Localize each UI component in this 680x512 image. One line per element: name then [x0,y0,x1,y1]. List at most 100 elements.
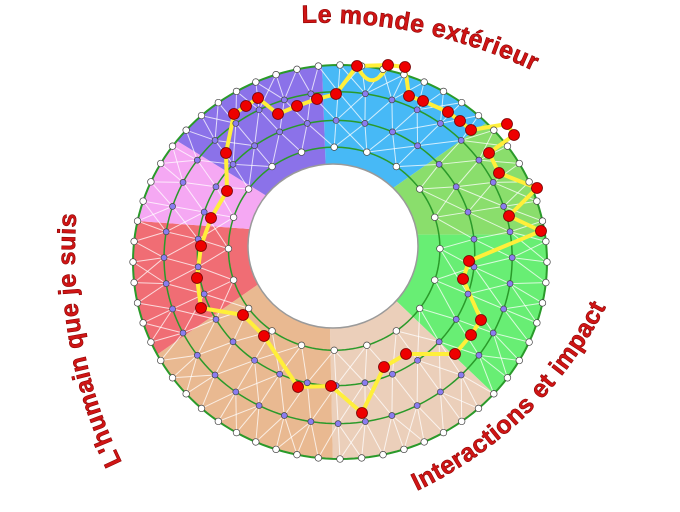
white-node [139,319,147,327]
red-node [205,212,217,224]
purple-node [169,305,176,313]
spoke-line [492,332,508,378]
spoke-line [473,257,513,268]
red-node [400,348,412,360]
spoke-line [493,332,530,343]
spoke-line [503,308,538,324]
red-node [221,185,233,197]
white-node [515,159,523,168]
purple-node [255,402,263,409]
spoke-line [301,123,308,153]
white-node [133,217,142,225]
spoke-line [201,374,216,409]
red-node [272,108,284,120]
white-node [293,65,301,73]
purple-node [361,418,369,425]
spoke-line [395,145,418,167]
purple-node [232,120,240,127]
purple-node [179,329,187,337]
spoke-line [473,266,511,285]
red-node [465,124,477,136]
red-node [311,93,323,105]
spoke-line [403,405,418,450]
spoke-line [473,238,513,259]
spoke-line [235,360,255,393]
purple-node [211,136,219,144]
spoke-line [258,74,277,111]
spoke-layer [132,64,548,460]
purple-node [212,183,220,191]
spoke-line [235,373,280,393]
spoke-line [339,64,366,95]
white-node [431,213,439,221]
red-node [228,108,240,120]
spoke-line [160,159,198,164]
spoke-line [492,163,520,183]
spoke-line [132,261,167,285]
spoke-line [434,279,457,320]
red-node [454,115,466,127]
inner-hole [247,163,419,329]
red-node [493,167,505,179]
purple-node [229,160,237,168]
white-node [515,356,523,365]
spoke-line [310,65,319,94]
white-node [542,237,550,246]
white-node [474,404,483,413]
spoke-line [392,109,418,133]
white-node [268,162,276,171]
spoke-line [279,131,302,153]
spoke-line [197,266,234,281]
spoke-line [382,69,393,100]
white-node [272,445,280,454]
purple-node [179,178,187,186]
spoke-line [396,330,440,343]
spoke-line [235,123,255,147]
spoke-line [461,129,494,141]
purple-node [255,106,263,114]
red-node [399,61,411,73]
spoke-line [337,64,341,92]
spoke-line [185,130,198,161]
spoke-line [510,282,546,285]
spoke-line [172,146,184,183]
white-node [525,338,533,346]
spoke-line [142,200,167,233]
white-node [197,111,206,120]
label-human-self: L'humain que je suis [53,212,128,472]
spoke-line [467,205,504,213]
spoke-line [438,341,462,376]
red-node [403,90,415,102]
spoke-line [166,231,199,240]
spoke-line [218,405,260,422]
white-node [436,245,444,253]
spoke-line [419,308,440,343]
purple-node [489,178,497,186]
red-node [501,118,513,130]
purple-node [211,371,219,379]
purple-node [200,290,208,298]
spoke-line [143,200,173,207]
purple-node [464,208,472,216]
purple-node [251,356,258,364]
white-node [268,327,276,335]
white-node [458,417,466,426]
white-node [182,390,190,398]
spoke-line [165,266,199,285]
purple-node [464,290,472,298]
red-node [252,92,264,104]
spoke-line [478,354,508,379]
spoke-line [416,405,425,443]
purple-node [500,203,508,210]
red-node [191,272,203,284]
purple-node [506,280,514,287]
white-node [252,438,260,446]
white-node [431,276,439,284]
purple-node [169,203,176,210]
spoke-line [204,293,249,309]
purple-node [276,128,284,136]
purple-node [508,254,516,262]
red-node [330,88,342,100]
purple-node [500,305,508,313]
spoke-line [503,308,530,343]
